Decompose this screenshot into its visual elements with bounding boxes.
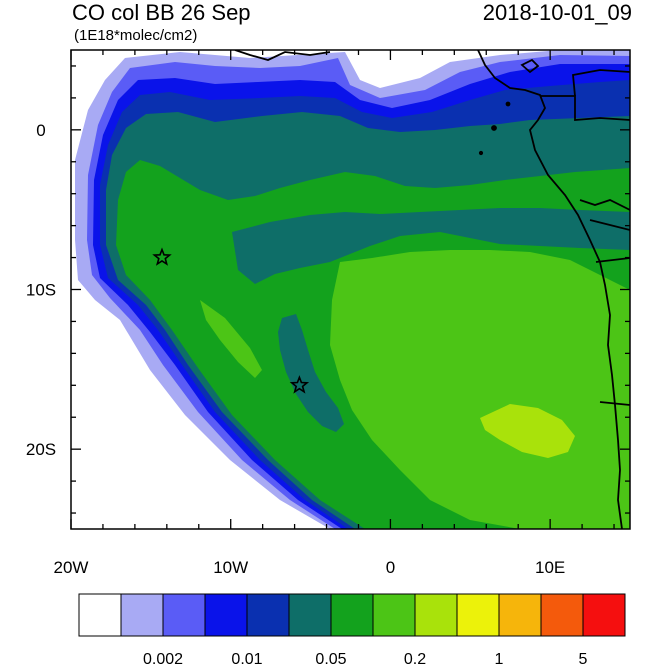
plot-title: CO col BB 26 Sep	[72, 0, 251, 25]
units-label: (1E18*molec/cm2)	[74, 27, 198, 44]
contour-level-light-green	[330, 250, 630, 529]
colorbar-swatch	[414, 593, 458, 637]
contour-level-teal-patch	[278, 314, 344, 432]
x-tick-label: 10E	[535, 558, 565, 577]
plot-datetime: 2018-10-01_09	[482, 0, 632, 25]
colorbar-swatch	[246, 593, 290, 637]
colorbar-swatch	[204, 593, 248, 637]
colorbar-tick-label: 0.002	[143, 651, 183, 667]
colorbar-tick-label: 0.01	[231, 651, 262, 667]
colorbar-swatch	[288, 593, 332, 637]
x-tick-label: 0	[386, 558, 395, 577]
marker-layer	[152, 247, 310, 394]
y-tick-label: 0	[36, 121, 45, 140]
colorbar-swatch	[78, 593, 122, 637]
y-tick-label: 20S	[26, 440, 56, 459]
x-tick-label: 10W	[213, 558, 248, 577]
y-tick-label: 10S	[26, 281, 56, 300]
colorbar-tick-label: 0.2	[404, 651, 426, 667]
colorbar-swatch	[372, 593, 416, 637]
contour-level-lime	[480, 404, 575, 458]
contour-level-teal-band	[232, 208, 630, 284]
colorbar-swatch	[120, 593, 164, 637]
axis-ticks: 20W 10W 0 10E 0 10S 20S	[26, 50, 630, 577]
x-tick-label: 20W	[54, 558, 89, 577]
contour-level-light-green-2	[200, 300, 262, 378]
colorbar-swatch	[162, 593, 206, 637]
colorbar-tick-label: 5	[579, 651, 588, 667]
colorbar-swatch	[456, 593, 500, 637]
star-marker	[289, 375, 310, 394]
star-marker	[152, 247, 172, 266]
colorbar-swatch	[540, 593, 584, 637]
map-plot-area	[71, 50, 630, 529]
coastline	[234, 50, 630, 529]
colorbar-swatch	[498, 593, 542, 637]
colorbar: 0.002 0.01 0.05 0.2 1 5	[78, 593, 626, 667]
colorbar-tick-label: 1	[495, 651, 504, 667]
colorbar-tick-label: 0.05	[315, 651, 346, 667]
colorbar-swatch	[330, 593, 374, 637]
colorbar-swatch	[582, 593, 626, 637]
